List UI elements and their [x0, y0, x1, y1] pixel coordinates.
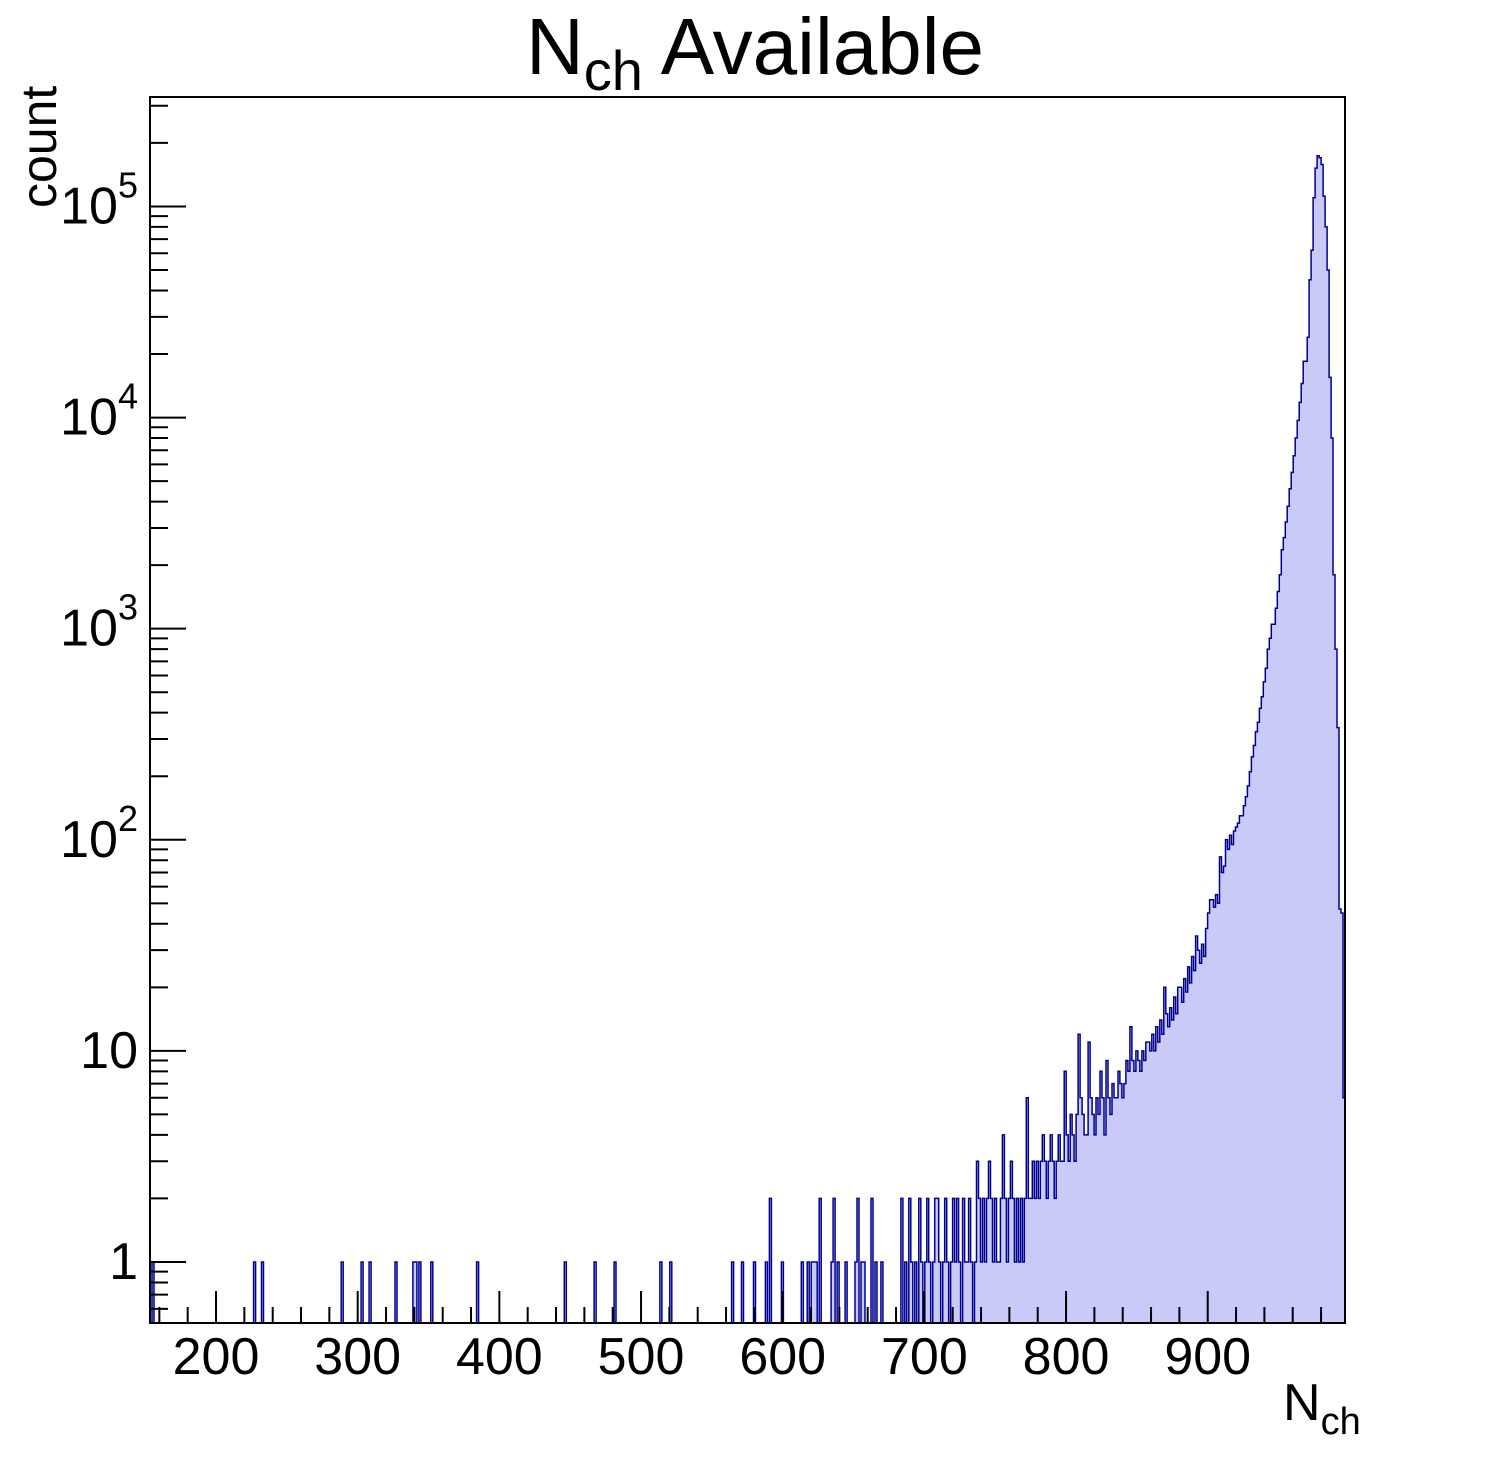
y-tick-label: 102 — [60, 798, 138, 869]
y-tick-label-base: 10 — [60, 600, 118, 658]
y-tick-label: 105 — [60, 164, 138, 235]
y-tick-label: 103 — [60, 587, 138, 658]
x-tick-label: 500 — [598, 1328, 685, 1386]
x-tick-labels: 200 300 400 500 600 700 800 900 — [173, 1328, 1251, 1386]
x-tick-label: 900 — [1164, 1328, 1251, 1386]
x-axis-title-base: N — [1283, 1374, 1321, 1432]
x-tick-label: 800 — [1023, 1328, 1110, 1386]
y-tick-label-exponent: 3 — [118, 587, 138, 628]
title-main: N — [526, 2, 584, 91]
x-axis-title: Nch — [1283, 1374, 1361, 1443]
histogram-fill — [150, 155, 1345, 1324]
plot-frame — [149, 96, 1346, 1324]
y-tick-label-exponent: 4 — [118, 376, 138, 417]
x-tick-label: 600 — [739, 1328, 826, 1386]
y-tick-label-exponent: 2 — [118, 798, 138, 839]
y-tick-label: 104 — [60, 376, 138, 447]
x-tick-label: 400 — [456, 1328, 543, 1386]
title-subscript: ch — [584, 39, 643, 102]
title-rest: Available — [643, 2, 984, 91]
y-tick-label-base: 10 — [60, 177, 118, 235]
y-axis-title: count — [11, 86, 67, 208]
x-axis-title-subscript: ch — [1321, 1401, 1361, 1443]
y-tick-label-base: 1 — [109, 1233, 138, 1291]
y-axis-ticks — [150, 104, 186, 1310]
x-tick-label: 700 — [881, 1328, 968, 1386]
y-tick-label: 10 — [80, 1022, 138, 1080]
y-tick-label: 1 — [109, 1233, 138, 1291]
x-tick-label: 300 — [314, 1328, 401, 1386]
y-tick-label-exponent: 5 — [118, 164, 138, 205]
chart-title: Nch Available — [526, 2, 984, 102]
y-tick-label-base: 10 — [60, 811, 118, 869]
y-tick-label-base: 10 — [60, 389, 118, 447]
y-tick-label-base: 10 — [80, 1022, 138, 1080]
x-tick-label: 200 — [173, 1328, 260, 1386]
